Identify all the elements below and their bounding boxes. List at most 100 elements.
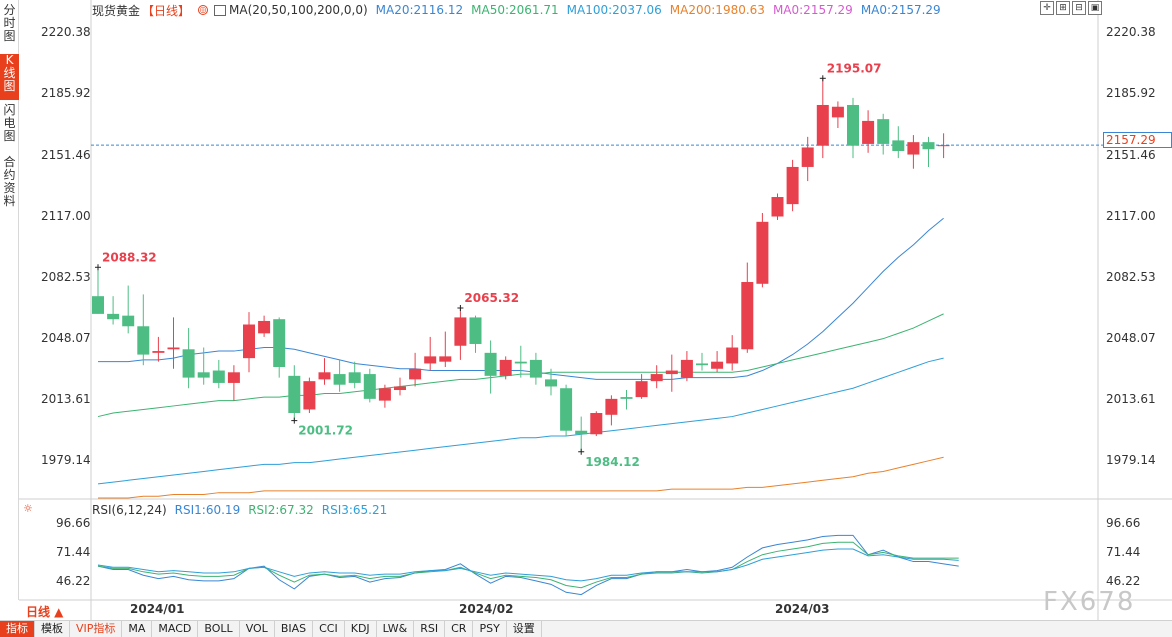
rsi-tick-right: 96.66: [1106, 516, 1141, 531]
candle-body: [318, 372, 331, 380]
indicator-tab-10[interactable]: LW&: [377, 621, 415, 637]
rsi-tick-right: 46.22: [1106, 573, 1141, 588]
candle-body: [590, 413, 603, 435]
indicator-tab-2[interactable]: VIP指标: [70, 621, 123, 637]
candle-body: [152, 351, 165, 353]
indicator-tab-11[interactable]: RSI: [414, 621, 446, 637]
candle-body: [907, 142, 920, 155]
indicator-tab-9[interactable]: KDJ: [345, 621, 377, 637]
crosshair-icon[interactable]: ✛: [1040, 1, 1054, 15]
date-label-mar: 2024/03: [775, 602, 830, 616]
settings-circle-icon[interactable]: ◎: [198, 5, 209, 15]
candle-body: [243, 324, 255, 359]
ma-legend-item: MA0:2157.29: [772, 3, 853, 17]
period-dropdown[interactable]: 日线 ▲: [26, 605, 64, 619]
candle-body: [212, 370, 225, 383]
indicator-tab-12[interactable]: CR: [445, 621, 474, 637]
chart-canvas[interactable]: 2088.32 2065.32 2195.07 2001.72 1984.12: [0, 0, 1172, 620]
price-tick-right: 2082.53: [1106, 269, 1156, 284]
candle-body: [409, 368, 422, 380]
current-price-badge: 2157.29: [1103, 132, 1172, 148]
candle-body: [469, 317, 482, 344]
indicator-chart-icon[interactable]: [214, 4, 227, 16]
indicator-tab-5[interactable]: BOLL: [198, 621, 240, 637]
indicator-tab-4[interactable]: MACD: [152, 621, 199, 637]
left-tab-bar: 分时图 K线图 闪电图 合约资料: [0, 0, 19, 600]
candle-body: [529, 359, 542, 378]
extreme-label-high1: 2088.32: [102, 250, 157, 264]
tab-kline[interactable]: K线图: [0, 54, 19, 100]
candle-body: [801, 147, 814, 167]
extreme-label-high2: 2065.32: [464, 291, 519, 305]
candle-body: [258, 320, 271, 334]
indicator-tab-0[interactable]: 指标: [0, 621, 35, 637]
indicator-tab-6[interactable]: VOL: [240, 621, 275, 637]
rsi-params: RSI(6,12,24): [92, 503, 167, 517]
candle-body: [741, 282, 754, 350]
ma-line-ma200: [98, 456, 944, 499]
candle-body: [847, 104, 859, 146]
indicator-tab-13[interactable]: PSY: [473, 621, 507, 637]
candle-body: [665, 370, 678, 375]
candle-body: [288, 375, 301, 414]
rsi-legend-item: RSI2:67.32: [248, 503, 314, 517]
watermark-logo: FX678: [1043, 587, 1136, 617]
tab-contract-info[interactable]: 合约资料: [3, 155, 16, 208]
rsi-line-rsi1: [97, 534, 959, 596]
window-icon[interactable]: ▣: [1088, 1, 1102, 15]
rsi-legend-item: RSI3:65.21: [321, 503, 388, 517]
candle-body: [333, 374, 346, 385]
ma-legend-item: MA200:1980.63: [669, 3, 765, 17]
candle-body: [454, 317, 467, 346]
ma-legend-item: MA0:2157.29: [860, 3, 941, 17]
candle-body: [560, 388, 573, 431]
zoom-out-icon[interactable]: ⊟: [1072, 1, 1086, 15]
candle-body: [892, 140, 905, 152]
candle-body: [605, 398, 618, 415]
price-tick-left: 2117.00: [41, 208, 91, 223]
indicator-tab-7[interactable]: BIAS: [275, 621, 314, 637]
indicator-toolbar: 指标 模板 VIP指标 MA MACD BOLL VOL BIAS CCI KDJ LW& RSI CR…: [0, 620, 1172, 637]
indicator-tab-3[interactable]: MA: [122, 621, 153, 637]
candle-body: [439, 356, 452, 362]
ma-legend-item: MA20:2116.12: [375, 3, 464, 17]
indicator-tab-14[interactable]: 设置: [507, 621, 542, 637]
candle-body: [816, 104, 829, 146]
rsi-tick-left: 96.66: [56, 516, 91, 531]
candle-body: [575, 430, 588, 435]
price-tick-left: 2082.53: [41, 269, 91, 284]
indicator-tab-1[interactable]: 模板: [35, 621, 70, 637]
rsi-tick-left: 71.44: [56, 545, 91, 560]
date-label-feb: 2024/02: [459, 602, 514, 616]
candle-body: [545, 379, 557, 387]
candle-body: [726, 347, 739, 364]
price-tick-right: 2220.38: [1106, 25, 1156, 40]
rsi-tick-right: 71.44: [1106, 545, 1141, 560]
candle-body: [937, 145, 950, 147]
price-tick-right: 2117.00: [1106, 208, 1156, 223]
tab-timeshare[interactable]: 分时图: [3, 3, 16, 43]
candle-body: [922, 142, 935, 150]
candle-body: [348, 372, 361, 383]
zoom-in-icon[interactable]: ⊞: [1056, 1, 1070, 15]
candle-body: [227, 372, 240, 383]
rsi-tick-left: 46.22: [56, 573, 91, 588]
chart-header: 现货黄金 【日线】 ◎ MA(20,50,100,200,0,0) MA20:2…: [92, 3, 949, 18]
candle-body: [786, 166, 799, 205]
candle-body: [862, 120, 875, 144]
rsi-legend-item: RSI1:60.19: [174, 503, 241, 517]
date-label-jan: 2024/01: [130, 602, 185, 616]
price-tick-right: 2013.61: [1106, 391, 1156, 406]
tab-flash[interactable]: 闪电图: [3, 103, 16, 143]
candle-body: [499, 359, 512, 376]
price-tick-left: 1979.14: [41, 452, 91, 467]
period-label[interactable]: 【日线】: [142, 3, 191, 18]
candle-body: [514, 361, 527, 364]
indicator-tab-8[interactable]: CCI: [313, 621, 345, 637]
sun-settings-icon[interactable]: ☼: [23, 502, 33, 515]
ma-line-ma100: [97, 357, 944, 485]
candle-body: [696, 363, 708, 366]
candle-body: [771, 197, 784, 217]
price-tick-left: 2185.92: [41, 86, 91, 101]
candle-body: [831, 106, 844, 118]
